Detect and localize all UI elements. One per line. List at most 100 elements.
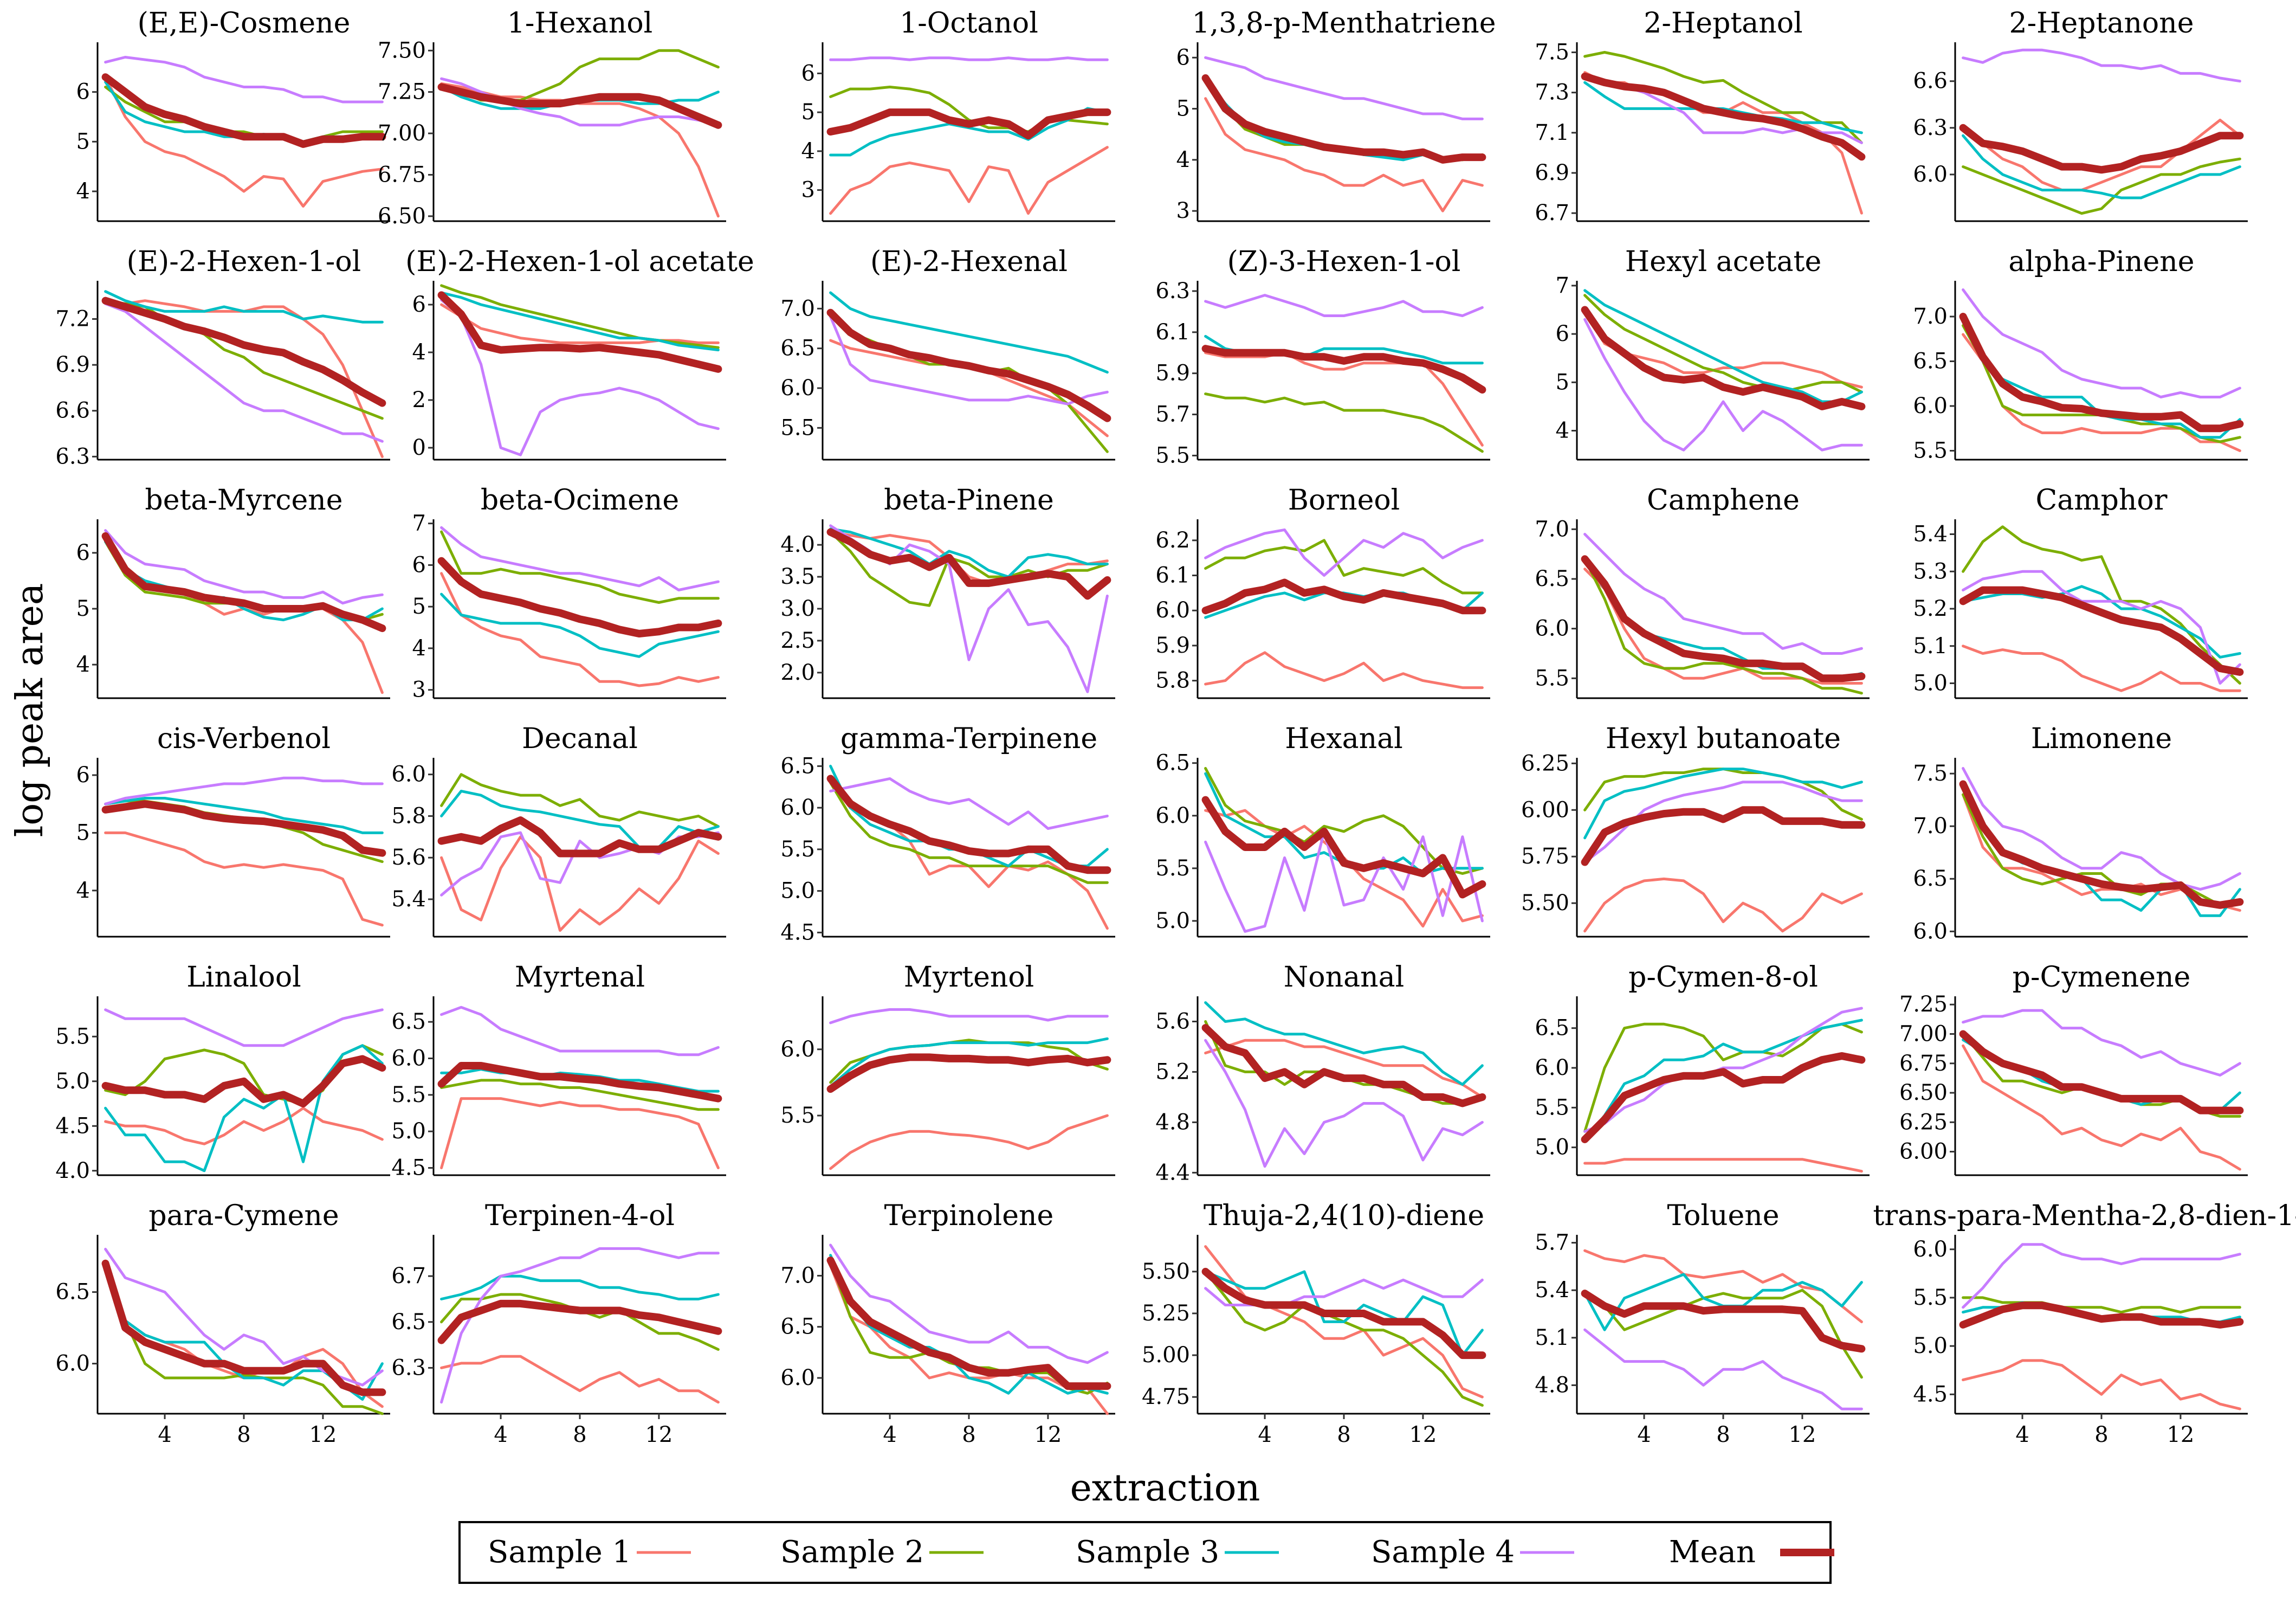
series-line-sample-1 [829,781,1109,930]
y-tick-label: 6.0 [391,762,426,787]
y-tick-label: 6.75 [378,162,426,187]
y-tick-label: 5.9 [1155,361,1190,386]
panel-title: Hexanal [1285,723,1403,755]
series-line-mean [826,528,1111,600]
panel: 1-Hexanol 6.50 6.75 7.00 7.25 7.50 [378,7,726,229]
y-tick-label: 3.5 [780,564,815,589]
series-line-mean [826,108,1111,140]
panel: Decanal 5.4 5.6 5.8 6.0 [391,723,726,938]
panel: Terpinen-4-ol 6.3 6.5 6.7 4 8 12 [391,1200,726,1447]
series-line-sample-4 [829,524,1109,693]
panel: Camphene 5.5 6.0 6.5 7.0 [1535,484,1870,699]
series-line-sample-1 [1962,1359,2241,1410]
series-line-sample-3 [1583,768,1863,840]
series-line-sample-1 [104,75,384,208]
panel-title: Toluene [1667,1200,1779,1232]
series-line-sample-3 [829,1254,1109,1395]
y-tick-label: 7.2 [55,307,90,332]
y-tick-label: 5.7 [1155,402,1190,427]
y-tick-label: 6.0 [1913,162,1948,187]
panel: beta-Ocimene 3 4 5 6 7 [412,484,726,703]
panel: trans-para-Mentha-2,8-dien-1-ol 4.5 5.0 5.5… [1873,1200,2296,1447]
series-line-mean [1201,1267,1486,1359]
y-tick-label: 7.0 [780,296,815,321]
y-tick-label: 6.5 [1913,349,1948,374]
y-tick-label: 5.5 [1913,1285,1948,1310]
panel-title: Thuja-2,4(10)-diene [1204,1200,1484,1232]
y-tick-label: 5.9 [1155,633,1190,658]
panel: (E,E)-Cosmene 4 5 6 [76,7,390,222]
series-line-mean [437,816,722,858]
y-tick-label: 6.9 [55,352,90,377]
y-tick-label: 7.0 [1913,304,1948,329]
series-line-sample-4 [104,529,384,605]
panel: Hexanal 5.0 5.5 6.0 6.5 [1155,723,1490,938]
series-line-sample-3 [104,540,384,622]
y-tick-label: 6.2 [1155,528,1190,553]
series-line-sample-2 [1583,294,1863,394]
series-line-sample-1 [1962,645,2241,692]
y-tick-label: 6.3 [55,444,90,469]
series-line-sample-2 [1962,793,2241,907]
y-tick-label: 4.0 [55,1158,90,1183]
y-tick-label: 5.2 [1155,1059,1190,1084]
series-line-sample-4 [1962,766,2241,891]
series-line-mean [101,73,386,148]
y-tick-label: 5.4 [1535,1278,1569,1303]
series-line-sample-3 [1583,289,1863,403]
y-tick-label: 2.0 [780,660,815,685]
y-tick-label: 5.5 [780,415,815,440]
panel-title: (E)-2-Hexen-1-ol [127,246,361,278]
series-line-sample-3 [440,291,720,352]
y-tick-label: 6.0 [1913,1237,1948,1262]
series-line-sample-2 [1204,539,1484,595]
y-tick-label: 5.4 [391,887,426,912]
panel: Hexyl acetate 4 5 6 7 [1556,246,1870,461]
y-tick-label: 6.6 [55,398,90,423]
y-tick-label: 6.0 [55,1351,90,1376]
y-tick-label: 6.0 [391,1046,426,1071]
panel-title: (E)-2-Hexen-1-ol acetate [405,246,754,278]
y-tick-label: 5 [76,820,90,845]
series-line-sample-1 [440,1097,720,1169]
y-tick-label: 3.0 [780,596,815,621]
panel: Terpinolene 6.0 6.5 7.0 4 8 12 [780,1200,1115,1447]
y-tick-label: 5.0 [55,1069,90,1094]
y-tick-label: 5.0 [391,1119,426,1144]
y-tick-label: 6.0 [1535,616,1569,641]
y-tick-label: 7.00 [1899,1021,1948,1046]
panel-title: gamma-Terpinene [840,723,1097,755]
series-line-sample-1 [440,572,720,687]
y-tick-label: 7.5 [1535,40,1569,65]
x-tick-label: 4 [1637,1422,1651,1447]
y-tick-label: 5.3 [1913,559,1948,584]
series-line-mean [1201,1024,1486,1107]
y-tick-label: 6.00 [1521,797,1569,822]
series-line-sample-4 [829,777,1109,830]
panel: 1-Octanol 3 4 5 6 [801,7,1115,222]
y-tick-label: 5 [76,596,90,621]
y-tick-label: 6.1 [1155,563,1190,588]
panel-title: trans-para-Mentha-2,8-dien-1-ol [1873,1200,2296,1232]
series-line-sample-1 [1583,308,1863,389]
series-line-sample-2 [1583,51,1863,144]
series-line-sample-3 [1583,1019,1863,1141]
series-line-sample-3 [440,592,720,658]
series-line-mean [1581,1290,1866,1353]
series-line-sample-1 [440,303,720,344]
series-line-mean [1201,345,1486,394]
y-tick-label: 7 [412,511,426,536]
y-tick-label: 6.25 [1521,751,1569,776]
series-line-sample-4 [1204,528,1484,577]
series-line-mean [826,1257,1111,1390]
series-line-mean [826,1053,1111,1093]
panel-title: Terpinolene [884,1200,1054,1232]
panel-title: Camphor [2035,484,2167,517]
series-line-sample-1 [104,1106,384,1145]
series-line-sample-4 [1962,48,2241,83]
x-tick-label: 12 [2166,1422,2194,1447]
panel: (Z)-3-Hexen-1-ol 5.5 5.7 5.9 6.1 6.3 [1155,246,1490,468]
series-line-sample-1 [829,531,1109,585]
y-tick-label: 4.75 [1142,1384,1190,1409]
series-line-sample-2 [440,530,720,604]
